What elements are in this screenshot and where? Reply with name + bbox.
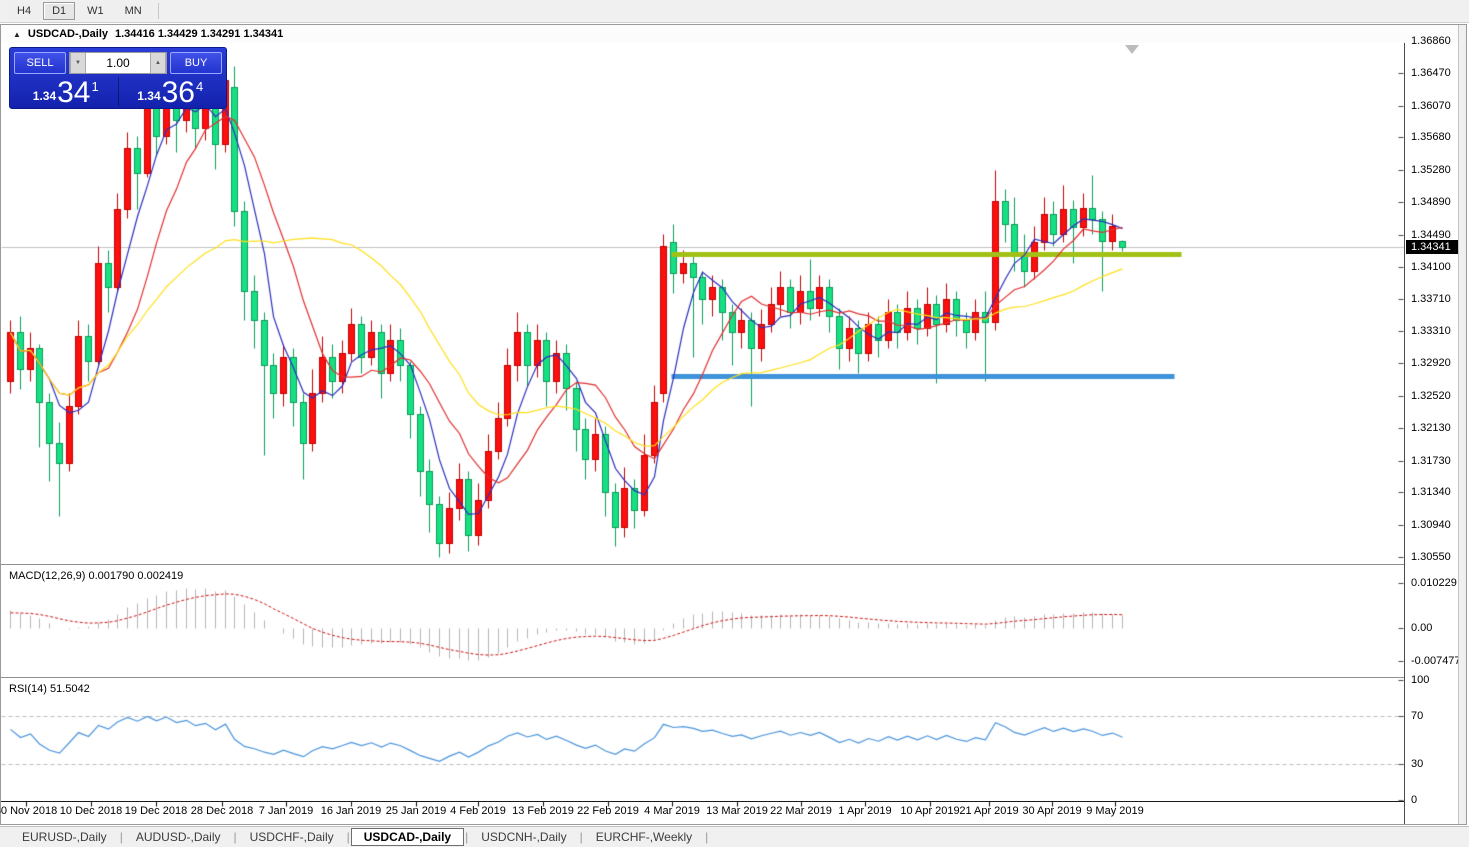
price-axis-label: 1.33310 <box>1411 325 1451 338</box>
sell-price-sup: 1 <box>91 79 99 94</box>
buy-price-display[interactable]: 1.34 36 4 <box>119 76 223 109</box>
price-axis-label: 1.31340 <box>1411 486 1451 499</box>
price-axis-label: 1.36470 <box>1411 66 1451 79</box>
price-axis-label: 1.35680 <box>1411 131 1451 144</box>
chart-window: ▲ USDCAD-,Daily 1.34416 1.34429 1.34291 … <box>0 24 1467 825</box>
price-chart-canvas[interactable] <box>1 43 1404 823</box>
price-axis-label: 1.34490 <box>1411 228 1451 241</box>
price-axis-label: 1.32520 <box>1411 389 1451 402</box>
price-axis-label: 1.31730 <box>1411 454 1451 467</box>
rsi-pane-separator[interactable] <box>1 677 1458 679</box>
buy-price-prefix: 1.34 <box>137 89 161 103</box>
sell-price-big: 34 <box>57 76 91 109</box>
symbol-tab-bar: EURUSD-,Daily | AUDUSD-,Daily | USDCHF-,Dail… <box>0 826 1469 847</box>
timeframe-mn-button[interactable]: MN <box>115 2 151 20</box>
tab-divider: | <box>465 830 469 844</box>
collapse-panel-icon[interactable]: ▲ <box>13 29 21 39</box>
chart-ohlc-values: 1.34416 1.34429 1.34291 1.34341 <box>115 28 284 40</box>
tab-divider: | <box>233 830 237 844</box>
chart-tab-usdcad-daily[interactable]: USDCAD-,Daily <box>350 828 465 846</box>
macd-axis-label: 0.010229 <box>1411 576 1457 589</box>
buy-button[interactable]: BUY <box>170 52 222 74</box>
date-axis-line <box>1 801 1458 802</box>
price-axis-label: 1.35280 <box>1411 164 1451 177</box>
price-axis-label: 1.30550 <box>1411 551 1451 564</box>
macd-pane-separator[interactable] <box>1 564 1458 566</box>
one-click-trade-panel: SELL ▼ 1.00 ▲ BUY 1.34 34 1 1.34 36 4 <box>9 47 227 109</box>
price-axis-label: 1.33710 <box>1411 292 1451 305</box>
sell-button[interactable]: SELL <box>14 52 66 74</box>
price-axis[interactable]: 1.36860 1.36470 1.36070 1.35680 1.35280 1.348… <box>1404 35 1461 824</box>
chart-title-bar: ▲ USDCAD-,Daily 1.34416 1.34429 1.34291 … <box>1 25 1466 43</box>
window-right-strip <box>1458 25 1466 824</box>
rsi-axis-label: 0 <box>1411 794 1418 806</box>
tab-divider: | <box>119 830 123 844</box>
volume-increase-button[interactable]: ▲ <box>150 53 166 73</box>
price-axis-label: 1.36070 <box>1411 99 1451 112</box>
timeframe-toolbar: H4 D1 W1 MN <box>0 0 1469 23</box>
timeframe-w1-button[interactable]: W1 <box>78 2 113 20</box>
chart-tab-audusd-daily[interactable]: AUDUSD-,Daily <box>135 830 221 844</box>
buy-price-big: 36 <box>161 76 195 109</box>
price-axis-label: 1.34100 <box>1411 260 1451 273</box>
macd-axis-label: -0.007477 <box>1411 655 1461 668</box>
buy-price-sup: 4 <box>196 79 204 94</box>
chart-tab-usdcnh-daily[interactable]: USDCNH-,Daily <box>481 830 567 844</box>
tab-divider: | <box>346 830 350 844</box>
volume-box: ▼ 1.00 ▲ <box>69 52 167 74</box>
timeframe-h4-button[interactable]: H4 <box>8 2 41 20</box>
volume-input[interactable]: 1.00 <box>106 56 130 70</box>
toolbar-separator <box>157 3 159 19</box>
tab-divider: | <box>705 830 709 844</box>
price-axis-label: 1.32920 <box>1411 357 1451 370</box>
chart-tab-usdchf-daily[interactable]: USDCHF-,Daily <box>249 830 334 844</box>
rsi-axis-label: 70 <box>1411 710 1424 722</box>
volume-decrease-button[interactable]: ▼ <box>70 53 86 73</box>
chart-shift-marker[interactable] <box>1125 45 1139 54</box>
sell-price-prefix: 1.34 <box>32 89 57 103</box>
timeframe-d1-button[interactable]: D1 <box>43 2 76 20</box>
chart-tab-eurchf-weekly[interactable]: EURCHF-,Weekly <box>595 830 693 844</box>
rsi-axis-label: 30 <box>1411 758 1424 770</box>
macd-axis-label: 0.00 <box>1411 622 1433 634</box>
sell-price-display[interactable]: 1.34 34 1 <box>14 76 119 109</box>
rsi-axis-label: 100 <box>1411 674 1430 686</box>
tab-divider: | <box>579 830 583 844</box>
price-axis-label: 1.30940 <box>1411 519 1451 532</box>
price-axis-label: 1.34890 <box>1411 196 1451 209</box>
chart-symbol-title: USDCAD-,Daily <box>27 28 108 40</box>
price-axis-label: 1.32130 <box>1411 421 1451 434</box>
chart-tab-eurusd-daily[interactable]: EURUSD-,Daily <box>22 830 107 844</box>
current-price-tag: 1.34341 <box>1406 240 1458 254</box>
